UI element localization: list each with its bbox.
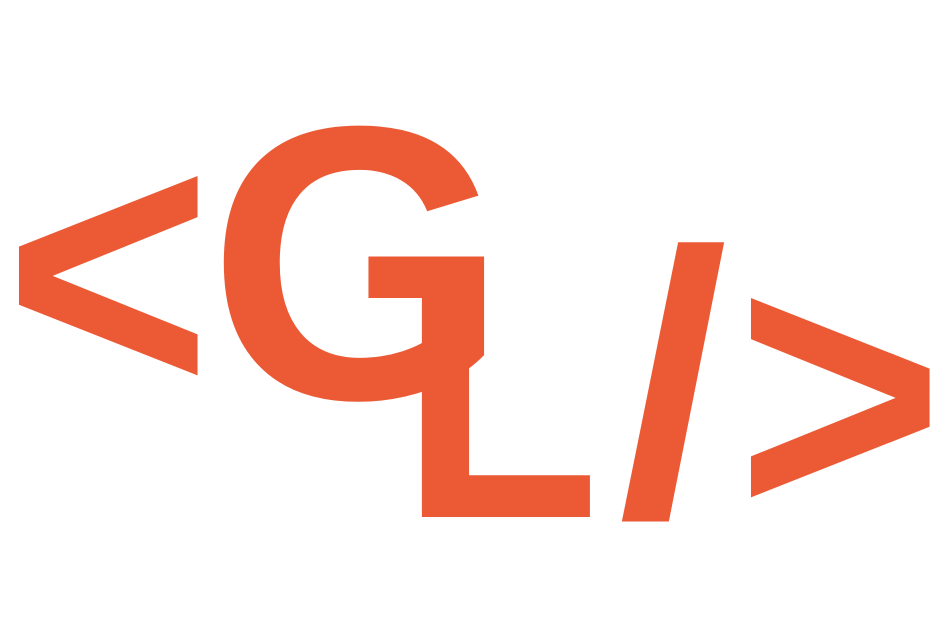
open-bracket: < (4, 64, 212, 477)
slash: / (618, 176, 729, 594)
close-bracket: > (736, 186, 944, 599)
letter-g: G (208, 45, 508, 481)
letter-l: L (400, 179, 600, 597)
